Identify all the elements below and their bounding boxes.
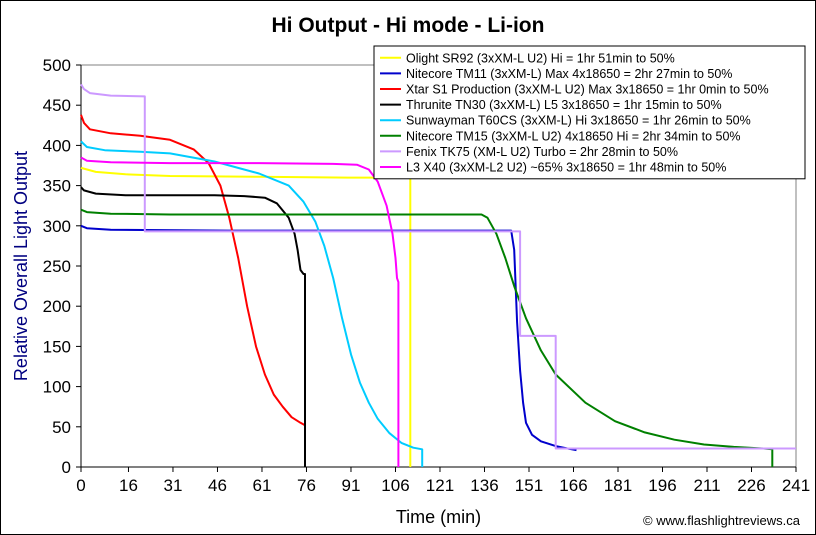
series-line-7 <box>80 83 796 450</box>
legend-label-2: Nitecore TM11 (3xXM-L) Max 4x18650 = 2hr… <box>406 67 732 81</box>
x-tick-label: 91 <box>342 476 361 495</box>
y-tick-label: 150 <box>43 337 71 356</box>
x-tick-label: 181 <box>604 476 632 495</box>
y-tick-label: 50 <box>52 418 71 437</box>
x-axis-label: Time (min) <box>396 507 481 527</box>
y-tick-label: 200 <box>43 297 71 316</box>
credit-text: © www.flashlightreviews.ca <box>643 513 800 528</box>
x-tick-label: 196 <box>648 476 676 495</box>
series-line-5 <box>80 140 424 467</box>
x-tick-label: 61 <box>253 476 272 495</box>
x-tick-label: 211 <box>693 476 720 495</box>
y-axis-label: Relative Overall Light Output <box>11 151 31 381</box>
x-tick-label: 31 <box>164 476 183 495</box>
y-tick-label: 100 <box>43 378 71 397</box>
x-tick-label: 16 <box>119 476 138 495</box>
x-tick-label: 121 <box>426 476 454 495</box>
legend-label-4: Thrunite TN30 (3xXM-L) L5 3x18650 = 1hr … <box>406 98 722 112</box>
y-tick-label: 0 <box>62 458 71 477</box>
legend-label-8: L3 X40 (3xXM-L2 U2) ~65% 3x18650 = 1hr 4… <box>406 161 726 175</box>
y-tick-label: 400 <box>43 136 71 155</box>
x-tick-label: 0 <box>76 476 85 495</box>
x-tick-label: 166 <box>559 476 587 495</box>
legend-box <box>373 45 806 180</box>
legend-label-3: Xtar S1 Production (3xXM-L U2) Max 3x186… <box>406 83 769 97</box>
series-line-2 <box>80 224 577 452</box>
x-tick-label: 151 <box>515 476 543 495</box>
y-tick-label: 250 <box>43 257 71 276</box>
x-tick-label: 241 <box>782 476 810 495</box>
legend-label-7: Fenix TK75 (XM-L U2) Turbo = 2hr 28min t… <box>406 145 678 159</box>
x-tick-label: 76 <box>297 476 316 495</box>
y-tick-label: 350 <box>43 177 71 196</box>
x-tick-label: 106 <box>381 476 409 495</box>
y-tick-label: 450 <box>43 96 71 115</box>
x-tick-label: 226 <box>737 476 765 495</box>
legend-label-5: Sunwayman T60CS (3xXM-L) Hi 3x18650 = 1h… <box>406 114 751 128</box>
series-line-3 <box>80 114 306 427</box>
legend-label-1: Olight SR92 (3xXM-L U2) Hi = 1hr 51min t… <box>406 51 675 65</box>
series-line-4 <box>80 186 306 467</box>
legend-label-6: Nitecore TM15 (3xXM-L U2) 4x18650 Hi = 2… <box>406 129 741 143</box>
x-tick-label: 136 <box>470 476 498 495</box>
y-tick-label: 300 <box>43 217 71 236</box>
y-tick-label: 500 <box>43 56 71 75</box>
series-line-8 <box>80 156 400 467</box>
x-tick-label: 46 <box>208 476 227 495</box>
chart-title: Hi Output - Hi mode - Li-ion <box>271 14 545 37</box>
